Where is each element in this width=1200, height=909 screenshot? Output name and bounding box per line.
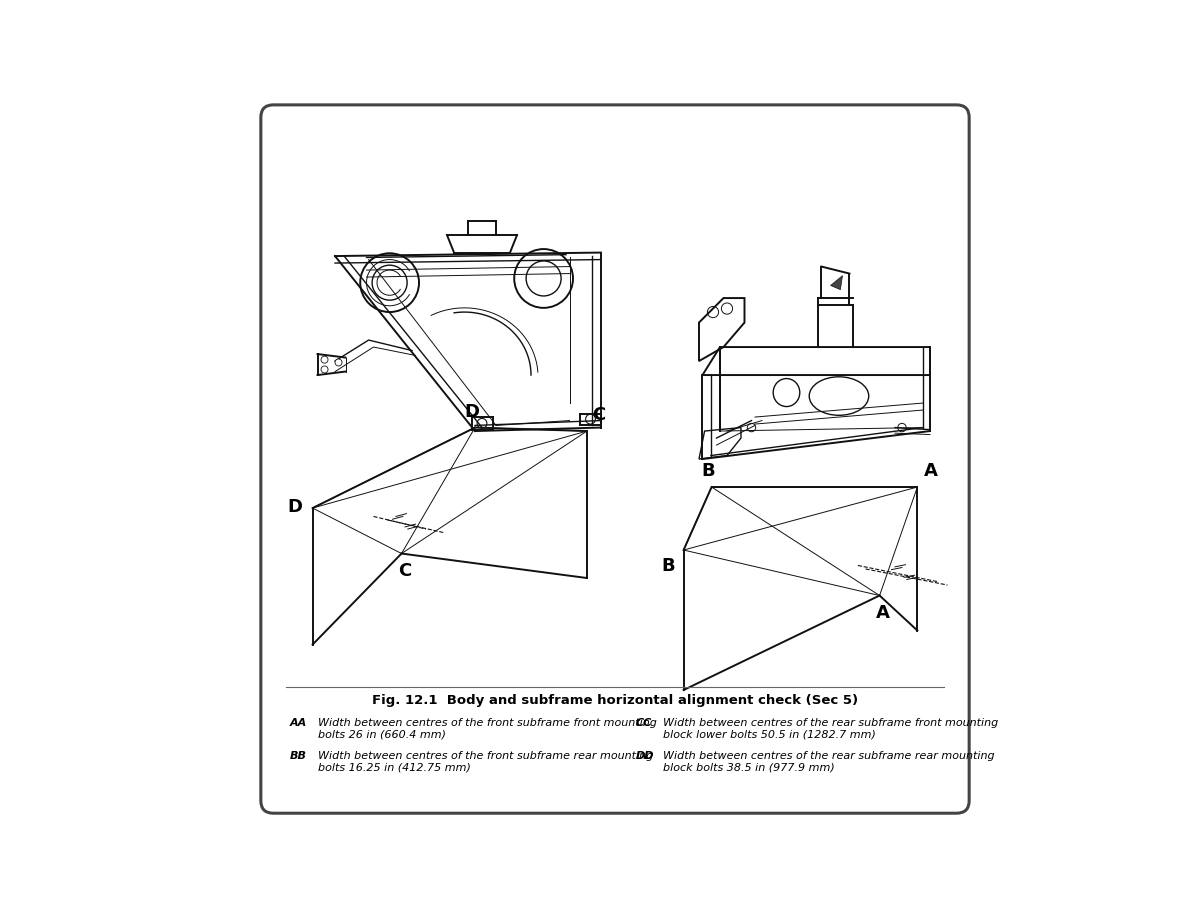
Text: Fig. 12.1  Body and subframe horizontal alignment check (Sec 5): Fig. 12.1 Body and subframe horizontal a…: [372, 694, 858, 706]
Text: C: C: [593, 406, 606, 424]
Circle shape: [322, 366, 328, 373]
Text: DD: DD: [636, 751, 654, 761]
Text: B: B: [661, 557, 676, 575]
Circle shape: [335, 359, 342, 366]
Polygon shape: [830, 275, 842, 290]
FancyBboxPatch shape: [260, 105, 970, 814]
Text: AA: AA: [289, 718, 307, 728]
Text: Width between centres of the rear subframe front mounting
block lower bolts 50.5: Width between centres of the rear subfra…: [662, 718, 998, 740]
Text: D: D: [287, 497, 302, 515]
Text: CC: CC: [636, 718, 653, 728]
Text: C: C: [398, 562, 412, 580]
Text: D: D: [464, 403, 479, 421]
Text: A: A: [924, 462, 938, 480]
Text: B: B: [701, 462, 715, 480]
Circle shape: [322, 356, 328, 364]
Text: Width between centres of the front subframe rear mounting
bolts 16.25 in (412.75: Width between centres of the front subfr…: [318, 751, 653, 773]
Text: Width between centres of the rear subframe rear mounting
block bolts 38.5 in (97: Width between centres of the rear subfra…: [662, 751, 995, 773]
Text: BB: BB: [289, 751, 306, 761]
Text: Width between centres of the front subframe front mounting
bolts 26 in (660.4 mm: Width between centres of the front subfr…: [318, 718, 656, 740]
Text: A: A: [876, 604, 890, 622]
